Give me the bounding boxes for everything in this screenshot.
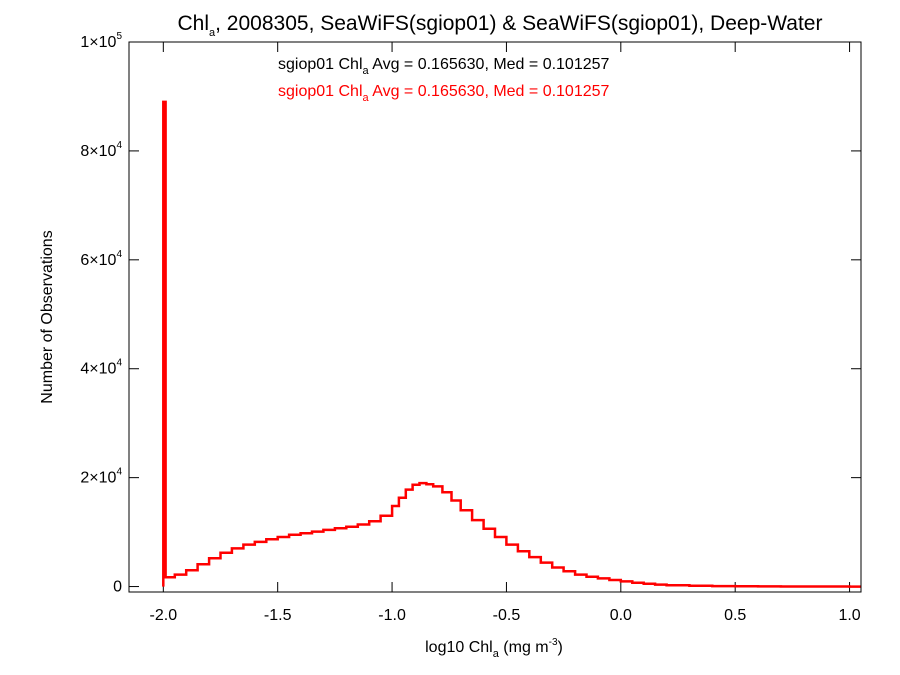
x-tick-label: -1.5 xyxy=(264,607,292,624)
legend-entry-black: sgiop01 Chla Avg = 0.165630, Med = 0.101… xyxy=(278,56,610,77)
x-tick-label: -2.0 xyxy=(150,607,178,624)
axis-ticks: -2.0 -1.5 -1.0 -0.5 0.0 0.5 1.0 0 2×104 4×104 6×10… xyxy=(80,31,861,624)
x-tick-label: 1.0 xyxy=(838,607,860,624)
y-tick-label: 1×105 xyxy=(80,31,122,51)
histogram-series-line xyxy=(162,100,861,588)
series-layer xyxy=(162,100,861,588)
y-tick-label: 6×104 xyxy=(80,249,122,269)
y-tick-label: 4×104 xyxy=(80,358,122,378)
plot-frame xyxy=(128,41,862,593)
y-tick-label: 2×104 xyxy=(80,467,122,487)
x-tick-label: 0.5 xyxy=(724,607,746,624)
legend-entry-red: sgiop01 Chla Avg = 0.165630, Med = 0.101… xyxy=(278,83,610,104)
chart-title: Chla, 2008305, SeaWiFS(sgiop01) & SeaWiF… xyxy=(178,12,823,39)
y-axis-label: Number of Observations xyxy=(39,230,56,403)
y-tick-label: 8×104 xyxy=(80,140,122,160)
y-tick-label: 0 xyxy=(113,579,122,596)
x-tick-label: -1.0 xyxy=(378,607,406,624)
x-axis-label: log10 Chla (mg m-3) xyxy=(425,637,563,660)
x-tick-label: -0.5 xyxy=(493,607,521,624)
x-tick-label: 0.0 xyxy=(610,607,632,624)
